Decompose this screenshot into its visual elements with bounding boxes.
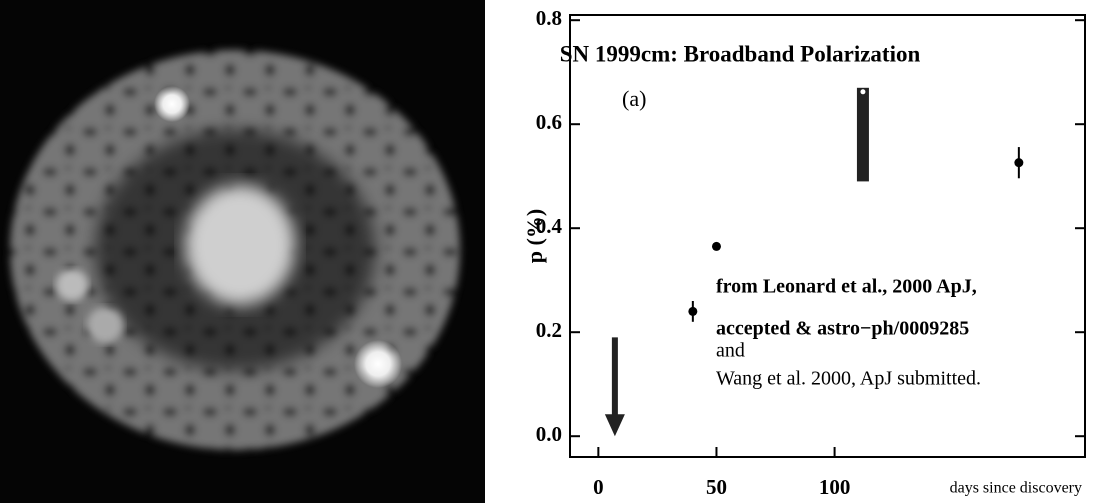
- annotation: Wang et al. 2000, ApJ submitted.: [716, 368, 981, 390]
- data-point: [688, 306, 698, 316]
- range-top-marker: [859, 88, 867, 96]
- upper-limit-arrow: [604, 337, 625, 437]
- x-tick-label: 50: [706, 475, 727, 499]
- data-point: [711, 241, 721, 251]
- x-tick-label: 100: [819, 475, 851, 499]
- annotation: and: [716, 340, 745, 362]
- x-tick-label: 0: [593, 475, 604, 499]
- range-bar: [856, 87, 869, 182]
- annotation: accepted & astro−ph/0009285: [716, 318, 969, 340]
- galaxy-image: [0, 0, 485, 503]
- data-point: [1014, 158, 1024, 168]
- y-tick-label: 0.6: [536, 110, 562, 134]
- chart-title: SN 1999cm: Broadband Polarization: [560, 41, 921, 66]
- annotation: from Leonard et al., 2000 ApJ,: [716, 276, 977, 298]
- y-tick-label: 0.4: [536, 214, 563, 238]
- panel-label: (a): [622, 86, 646, 111]
- y-axis-label: p (%): [522, 209, 547, 263]
- y-tick-label: 0.8: [536, 6, 562, 30]
- y-tick-label: 0.0: [536, 422, 562, 446]
- x-axis-label: days since discovery: [950, 480, 1082, 497]
- plot-frame: [569, 14, 1086, 458]
- y-tick-label: 0.2: [536, 318, 562, 342]
